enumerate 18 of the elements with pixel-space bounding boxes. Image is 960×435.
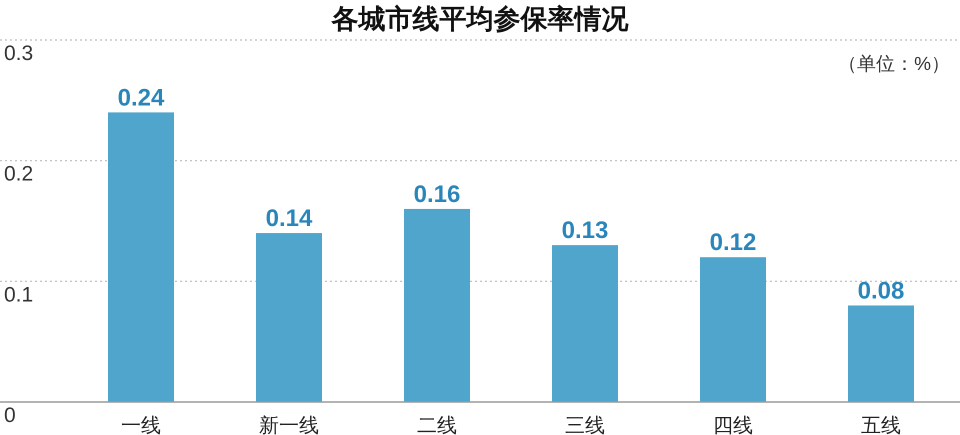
chart-title: 各城市线平均参保率情况	[330, 4, 630, 34]
annotation: （单位：%）	[838, 54, 950, 75]
data-label: 0.14	[266, 205, 314, 232]
x-tick-label: 新一线	[259, 415, 319, 435]
x-tick-label: 一线	[121, 415, 161, 435]
y-tick-label: 0.1	[4, 283, 34, 306]
x-tick-label: 四线	[713, 415, 753, 435]
x-tick-label: 三线	[565, 415, 605, 435]
data-label: 0.08	[858, 277, 904, 304]
x-tick-label: 五线	[861, 415, 901, 435]
data-label: 0.24	[118, 84, 166, 112]
y-tick-label: 0	[4, 404, 16, 427]
data-label: 0.16	[414, 180, 460, 208]
x-tick-label: 二线	[417, 415, 457, 435]
data-label: 0.13	[562, 217, 608, 244]
y-tick-label: 0.3	[4, 42, 34, 65]
y-tick-label: 0.2	[4, 162, 34, 186]
data-label: 0.12	[710, 229, 756, 256]
